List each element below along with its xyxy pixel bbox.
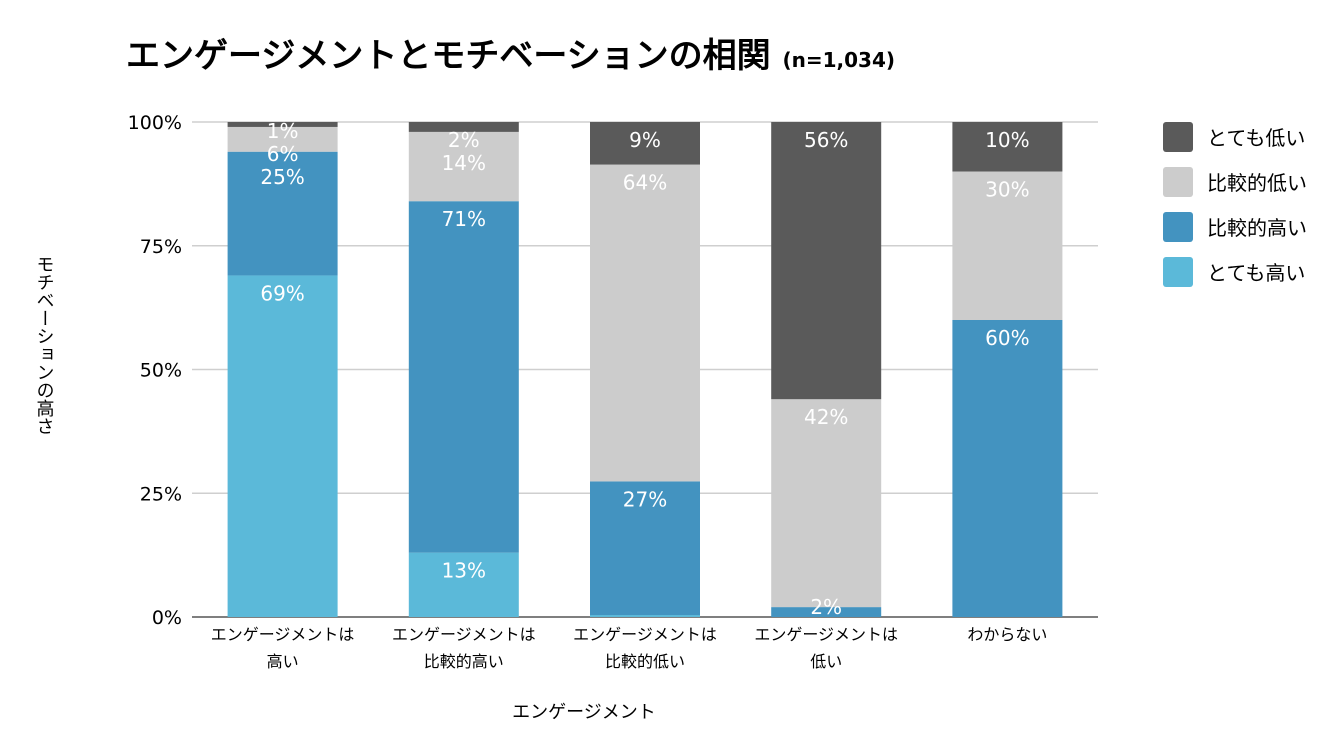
bar-segment bbox=[590, 122, 700, 165]
bar-segment bbox=[227, 126, 338, 152]
legend-label: とても高い bbox=[1207, 261, 1305, 285]
legend-swatch bbox=[1163, 167, 1193, 197]
legend-label: とても低い bbox=[1207, 126, 1305, 150]
data-label: 64% bbox=[623, 171, 667, 195]
bar-segment bbox=[408, 131, 519, 202]
x-axis-label: エンゲージメント bbox=[512, 702, 656, 723]
chart-title: エンゲージメントとモチベーションの相関 (n=1,034) bbox=[126, 36, 896, 76]
x-tick-label: 低い bbox=[810, 652, 842, 671]
x-tick-label: エンゲージメントは bbox=[754, 625, 898, 644]
legend-swatch bbox=[1163, 257, 1193, 287]
y-tick-label: 25% bbox=[140, 483, 182, 505]
bar-segment bbox=[952, 122, 1063, 172]
x-tick-label: エンゲージメントは bbox=[211, 625, 355, 644]
data-label: 56% bbox=[804, 128, 848, 152]
data-label: 30% bbox=[985, 178, 1029, 202]
bar-segment bbox=[590, 481, 700, 616]
bar-segment bbox=[771, 122, 882, 400]
data-label: 14% bbox=[442, 151, 486, 175]
legend-swatch bbox=[1163, 122, 1193, 152]
data-label: 13% bbox=[442, 559, 486, 583]
y-tick-label: 75% bbox=[140, 236, 182, 258]
bar-segment bbox=[408, 122, 519, 132]
chart-subtitle: (n=1,034) bbox=[782, 48, 896, 72]
data-label: 10% bbox=[985, 128, 1029, 152]
data-label: 27% bbox=[623, 487, 667, 511]
bar-segment bbox=[227, 275, 338, 617]
bar-segment bbox=[408, 552, 519, 617]
x-tick-label: わからない bbox=[967, 625, 1047, 644]
data-label: 2% bbox=[810, 595, 842, 619]
bar-segment bbox=[952, 171, 1063, 320]
data-label: 2% bbox=[448, 128, 480, 152]
bar-segment bbox=[952, 320, 1063, 617]
y-tick-label: 50% bbox=[140, 360, 182, 382]
bar-segment bbox=[590, 615, 700, 617]
y-tick-label: 0% bbox=[152, 607, 182, 629]
data-label: 25% bbox=[260, 165, 304, 189]
legend-label: 比較的高い bbox=[1207, 216, 1307, 240]
bar-segment bbox=[227, 122, 338, 127]
data-label: 69% bbox=[260, 281, 304, 305]
y-tick-label: 100% bbox=[128, 112, 182, 134]
data-label: 71% bbox=[442, 207, 486, 231]
data-label: 1% bbox=[267, 119, 299, 143]
data-label: 42% bbox=[804, 405, 848, 429]
x-tick-label: 比較的低い bbox=[605, 652, 685, 671]
bar-segment bbox=[227, 151, 338, 276]
bar-segment bbox=[771, 399, 882, 608]
bar-segment bbox=[771, 607, 882, 617]
x-tick-label: 高い bbox=[267, 652, 299, 671]
y-axis-label: モチベーションの高さ bbox=[34, 255, 55, 435]
x-tick-label: エンゲージメントは bbox=[573, 625, 717, 644]
x-tick-label: エンゲージメントは bbox=[392, 625, 536, 644]
data-label: 60% bbox=[985, 326, 1029, 350]
data-label: 9% bbox=[629, 128, 661, 152]
legend-swatch bbox=[1163, 212, 1193, 242]
legend-label: 比較的低い bbox=[1207, 171, 1307, 195]
x-tick-label: 比較的高い bbox=[424, 652, 504, 671]
data-label: 6% bbox=[267, 142, 299, 166]
bar-segment bbox=[408, 201, 519, 553]
bar-segment bbox=[590, 164, 700, 482]
